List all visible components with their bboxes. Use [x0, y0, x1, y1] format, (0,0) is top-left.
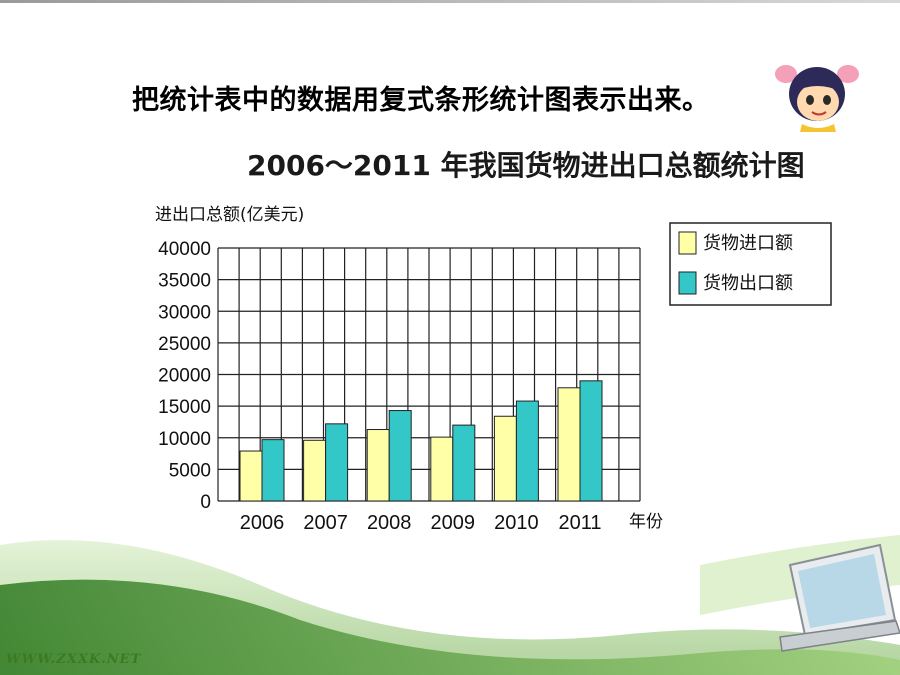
y-tick-label: 15000 [158, 397, 211, 418]
legend-box [669, 222, 832, 306]
bar-import [430, 436, 454, 502]
footer-url: WWW.ZXXK.NET [6, 652, 142, 667]
y-tick-label: 20000 [158, 366, 211, 387]
x-tick-label: 2008 [367, 512, 412, 534]
y-tick-labels: 0 5000 10000 15000 20000 25000 30000 35000 40000 [158, 239, 211, 513]
chart-title: 2006～2011 年我国货物进出口总额统计图 [247, 149, 805, 182]
instruction-text: 把统计表中的数据用复式条形统计图表示出来。 [132, 85, 710, 116]
y-axis-title: 进出口总额(亿美元) [155, 205, 304, 225]
legend-swatch-export [678, 271, 697, 295]
bar-import [366, 429, 390, 502]
x-axis-title: 年份 [629, 512, 663, 532]
y-tick-label: 40000 [158, 239, 211, 260]
y-tick-label: 30000 [158, 302, 211, 323]
y-tick-label: 10000 [158, 429, 211, 450]
bar-import [303, 439, 327, 502]
x-tick-label: 2009 [431, 512, 476, 534]
x-tick-label: 2007 [303, 512, 348, 534]
girl-mascot-icon [775, 65, 859, 132]
bar-export [515, 400, 539, 502]
legend-label-import: 货物进口额 [703, 233, 793, 254]
legend: 货物进口额 货物出口额 [669, 222, 832, 306]
y-tick-label: 0 [200, 492, 211, 513]
bottom-decoration [0, 535, 900, 675]
legend-swatch-import [678, 231, 697, 255]
bar-export [579, 380, 603, 502]
y-tick-label: 25000 [158, 334, 211, 355]
top-rule [0, 0, 900, 3]
bar-export [261, 439, 285, 502]
x-tick-label: 2010 [494, 512, 539, 534]
bar-import [239, 450, 263, 502]
y-tick-label: 35000 [158, 271, 211, 292]
legend-label-export: 货物出口额 [703, 273, 793, 294]
bar-export [452, 424, 476, 502]
x-tick-labels: 2006 2007 2008 2009 2010 2011 [240, 512, 602, 534]
bar-export [325, 423, 349, 502]
bar-export [388, 410, 412, 502]
x-tick-label: 2011 [558, 512, 601, 534]
y-tick-label: 5000 [169, 460, 211, 481]
x-tick-label: 2006 [240, 512, 285, 534]
bar-import [493, 415, 517, 502]
bar-import [557, 387, 581, 502]
bar-chart: 进出口总额(亿美元) 年份 0 5000 10000 15000 20000 25000 3… [155, 205, 832, 534]
bar-layer [239, 380, 603, 502]
laptop-icon [779, 543, 900, 652]
